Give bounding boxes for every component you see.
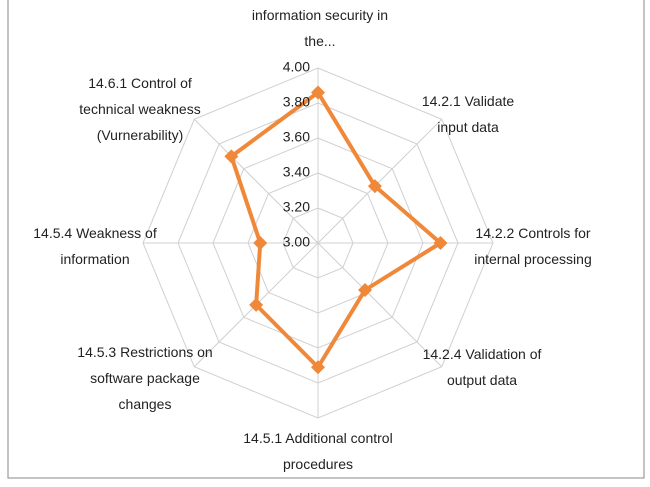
category-label: 14.5.4 Weakness of information: [33, 225, 157, 267]
spoke: [193, 118, 319, 244]
marker: [224, 149, 239, 164]
category-label: information security in the...: [251, 7, 389, 49]
marker: [311, 85, 325, 100]
tick-label: 3.20: [283, 199, 310, 215]
category-label: 14.5.1 Additional control procedures: [243, 430, 393, 472]
marker: [311, 360, 325, 375]
series-line: [229, 90, 443, 370]
spoke: [317, 118, 443, 244]
tick-label: 3.60: [283, 129, 310, 145]
category-label: 14.2.1 Validate input data: [421, 93, 515, 135]
category-label: 14.5.3 Restrictions on software package …: [77, 344, 213, 412]
marker: [433, 236, 448, 250]
category-label: 14.2.4 Validation of output data: [422, 346, 542, 388]
marker: [358, 283, 373, 298]
category-label: 14.2.2 Controls for internal processing: [474, 225, 592, 267]
frame: [7, 0, 645, 479]
category-label: 14.6.1 Control of technical weakness (Vu…: [79, 75, 201, 143]
spoke: [317, 242, 443, 368]
marker: [253, 236, 268, 250]
tick-label: 3.80: [283, 94, 310, 110]
marker: [367, 179, 382, 194]
tick-label: 4.00: [283, 59, 310, 75]
tick-label: 3.00: [283, 234, 310, 250]
tick-label: 3.40: [283, 164, 310, 180]
marker: [249, 297, 264, 312]
